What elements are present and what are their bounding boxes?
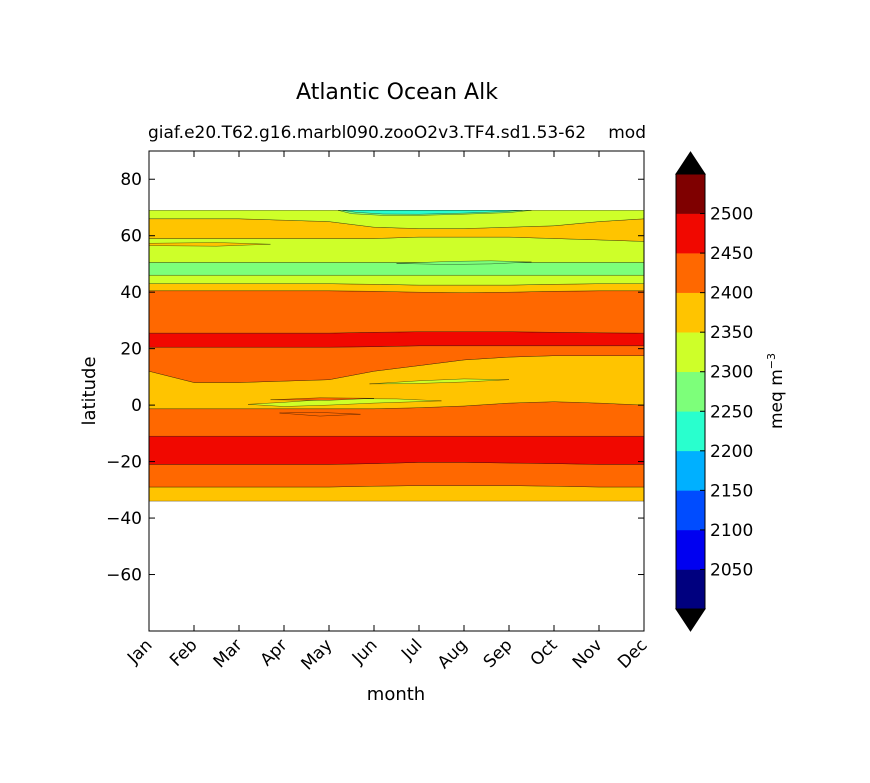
colorbar-segment-7 — [676, 292, 705, 333]
contour-patch-2 — [149, 242, 271, 247]
contour-band-0 — [149, 485, 644, 502]
contour-band-10 — [149, 262, 644, 276]
colorbar-segment-4 — [676, 411, 705, 452]
x-axis-label: month — [367, 684, 425, 705]
y-tick-label-0: −60 — [106, 566, 142, 586]
x-tick-label-6: Jul — [397, 635, 426, 664]
x-tick-label-1: Feb — [166, 635, 201, 670]
colorbar-segment-8 — [676, 253, 705, 293]
plot-frame — [148, 150, 645, 632]
y-tick-label-5: 40 — [120, 283, 142, 303]
y-tick-label-2: −20 — [106, 453, 142, 473]
contour-band-2 — [149, 435, 644, 465]
colorbar-segment-10 — [676, 174, 705, 214]
colorbar-tick-label-5: 2300 — [710, 363, 753, 383]
contour-fill-layer — [149, 210, 644, 502]
contour-patch-1 — [342, 210, 523, 215]
colorbar-tick-label-3: 2200 — [710, 442, 753, 462]
x-tick-label-7: Aug — [434, 635, 472, 673]
colorbar-tick-label-0: 2050 — [710, 560, 753, 580]
y-axis-label: latitude — [79, 356, 100, 425]
colorbar-tick-label-4: 2250 — [710, 402, 753, 422]
y-tick-label-1: −40 — [106, 509, 142, 529]
chart-subtitle-case: giaf.e20.T62.g16.marbl090.zooO2v3.TF4.sd… — [148, 123, 586, 143]
contour-patch-3 — [396, 260, 532, 265]
x-tick-label-0: Jan — [123, 635, 156, 668]
x-tick-label-9: Oct — [527, 635, 562, 670]
colorbar-tick-label-6: 2350 — [710, 323, 753, 343]
contour-band-1 — [149, 462, 644, 488]
colorbar-segment-3 — [676, 450, 705, 491]
colorbar-tick-label-2: 2150 — [710, 481, 753, 501]
y-axis: −60 −40 −20 0 20 40 60 80 — [106, 170, 644, 586]
colorbar-segment-9 — [676, 213, 705, 254]
x-tick-label-11: Dec — [614, 635, 651, 672]
y-tick-label-3: 0 — [131, 396, 142, 416]
colorbar-tick-label-9: 2500 — [710, 205, 753, 225]
contour-band-13 — [149, 210, 644, 229]
chart-title: Atlantic Ocean Alk — [296, 80, 498, 105]
x-tick-label-8: Sep — [480, 635, 517, 672]
colorbar-tick-label-8: 2450 — [710, 244, 753, 264]
x-tick-label-5: Jun — [348, 635, 382, 669]
colorbar-segment-2 — [676, 490, 705, 531]
y-tick-label-6: 60 — [120, 227, 142, 247]
colorbar-label-unit: meq m — [767, 369, 787, 429]
colorbar-label-exponent: −3 — [765, 353, 778, 369]
contour-band-9 — [149, 274, 644, 286]
colorbar-extend-low — [675, 608, 706, 632]
y-tick-label-7: 80 — [120, 170, 142, 190]
y-tick-label-4: 20 — [120, 340, 142, 360]
colorbar-segment-5 — [676, 371, 705, 412]
contour-patch-5 — [247, 398, 442, 407]
x-tick-label-4: May — [298, 635, 337, 674]
x-tick-label-10: Nov — [569, 635, 607, 673]
contour-patch-6 — [270, 397, 375, 401]
colorbar-tick-label-7: 2400 — [710, 284, 753, 304]
colorbar-extend-high — [675, 151, 706, 175]
contour-patch-7 — [279, 411, 361, 417]
colorbar-segment-0 — [676, 569, 705, 610]
colorbar-frame — [675, 173, 706, 610]
colorbar-label: meq m−3 — [765, 353, 787, 429]
colorbar-tick-label-1: 2100 — [710, 521, 753, 541]
colorbar-segment-1 — [676, 529, 705, 570]
colorbar: 2050 2100 2150 2200 2250 2300 2350 2400 2450 2500 — [675, 151, 753, 632]
x-tick-label-3: Apr — [257, 635, 292, 670]
x-tick-label-2: Mar — [210, 635, 247, 672]
contour-band-11 — [149, 236, 644, 263]
colorbar-segment-6 — [676, 332, 705, 373]
contour-band-6 — [149, 331, 644, 348]
chart-subtitle-mod: mod — [608, 123, 646, 143]
contour-band-7 — [149, 290, 644, 334]
contour-patch-4 — [369, 378, 510, 385]
